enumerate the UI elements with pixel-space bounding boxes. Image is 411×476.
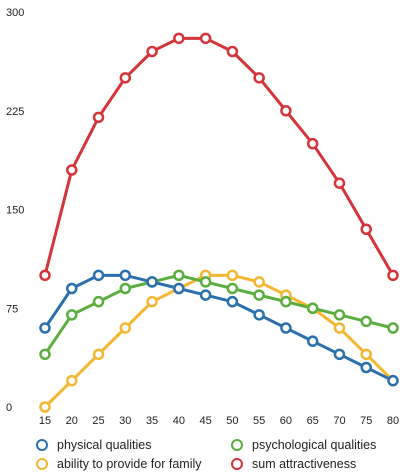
legend: physical qualities psychological qualiti… xyxy=(36,436,406,472)
data-point-psychological-qualities xyxy=(173,269,185,282)
legend-label-psychological-qualities: psychological qualities xyxy=(252,437,377,452)
legend-label-sum-attractiveness: sum attractiveness xyxy=(252,456,357,471)
legend-item-ability-to-provide: ability to provide for family xyxy=(36,455,231,472)
legend-swatch-sum-attractiveness xyxy=(231,457,243,470)
data-point-physical-qualities xyxy=(173,282,185,295)
legend-swatch-ability-to-provide xyxy=(36,457,48,470)
data-point-psychological-qualities xyxy=(253,289,265,301)
data-point-physical-qualities xyxy=(306,335,319,347)
data-point-ability-to-provide-for-family xyxy=(226,269,239,282)
x-tick-label: 40 xyxy=(173,415,185,427)
x-tick-label: 70 xyxy=(333,415,345,427)
x-tick-label: 20 xyxy=(66,415,78,427)
x-tick-label: 75 xyxy=(360,415,372,427)
series-line-sum-attractiveness xyxy=(43,36,395,277)
legend-item-physical-qualities: physical qualities xyxy=(36,436,231,453)
legend-label-ability-to-provide: ability to provide for family xyxy=(57,456,202,471)
data-point-physical-qualities xyxy=(253,309,265,321)
legend-swatch-psychological-qualities xyxy=(231,438,243,451)
data-point-sum-attractiveness xyxy=(92,111,105,124)
data-point-sum-attractiveness xyxy=(173,32,185,45)
data-point-physical-qualities xyxy=(333,348,346,361)
data-point-physical-qualities xyxy=(387,374,399,387)
y-tick-label: 225 xyxy=(6,106,24,118)
data-point-physical-qualities xyxy=(146,276,158,288)
y-tick-label: 300 xyxy=(6,7,24,19)
data-point-psychological-qualities xyxy=(66,309,78,321)
x-tick-label: 60 xyxy=(280,415,292,427)
y-axis-ticks: 0 75 150 225 300 xyxy=(6,7,24,414)
legend-item-sum-attractiveness: sum attractiveness xyxy=(231,455,406,472)
legend-item-psychological-qualities: psychological qualities xyxy=(231,436,406,453)
data-point-psychological-qualities xyxy=(387,322,399,334)
data-point-physical-qualities xyxy=(280,322,292,334)
data-point-physical-qualities xyxy=(226,295,239,308)
data-point-ability-to-provide-for-family xyxy=(146,295,158,308)
data-point-sum-attractiveness xyxy=(306,137,319,150)
y-tick-label: 75 xyxy=(6,303,18,315)
x-tick-label: 50 xyxy=(226,415,238,427)
data-point-sum-attractiveness xyxy=(333,177,346,189)
x-tick-label: 65 xyxy=(307,415,319,427)
y-tick-label: 150 xyxy=(6,205,24,217)
data-point-sum-attractiveness xyxy=(66,164,78,176)
series-points xyxy=(39,32,399,413)
data-point-sum-attractiveness xyxy=(199,32,212,45)
legend-label-physical-qualities: physical qualities xyxy=(57,437,152,452)
data-point-ability-to-provide-for-family xyxy=(39,401,51,413)
data-point-physical-qualities xyxy=(39,322,51,334)
data-point-psychological-qualities xyxy=(280,295,292,308)
data-point-psychological-qualities xyxy=(92,295,105,308)
data-point-ability-to-provide-for-family xyxy=(360,348,372,361)
x-tick-label: 25 xyxy=(92,415,104,427)
data-point-ability-to-provide-for-family xyxy=(66,374,78,387)
data-point-physical-qualities xyxy=(199,289,212,301)
data-point-psychological-qualities xyxy=(119,282,132,295)
data-point-psychological-qualities xyxy=(360,315,372,328)
data-point-physical-qualities xyxy=(360,361,372,374)
data-point-sum-attractiveness xyxy=(146,45,158,58)
x-tick-label: 15 xyxy=(39,415,51,427)
data-point-sum-attractiveness xyxy=(39,269,51,282)
series-line-ability-to-provide-for-family xyxy=(43,273,395,409)
data-point-sum-attractiveness xyxy=(119,72,132,84)
data-point-sum-attractiveness xyxy=(280,105,292,117)
data-point-psychological-qualities xyxy=(39,348,51,361)
data-point-sum-attractiveness xyxy=(253,72,265,84)
x-tick-label: 80 xyxy=(387,415,399,427)
data-point-sum-attractiveness xyxy=(360,223,372,235)
data-point-sum-attractiveness xyxy=(226,45,239,58)
legend-swatch-physical-qualities xyxy=(36,438,48,451)
data-point-ability-to-provide-for-family xyxy=(119,322,132,334)
data-point-physical-qualities xyxy=(92,269,105,282)
x-tick-label: 35 xyxy=(146,415,158,427)
y-tick-label: 0 xyxy=(6,402,12,414)
x-axis-ticks: 15 20 25 30 35 40 45 50 55 60 65 70 75 80 xyxy=(39,415,399,427)
data-point-physical-qualities xyxy=(119,269,132,282)
data-point-ability-to-provide-for-family xyxy=(253,276,265,288)
data-point-psychological-qualities xyxy=(306,302,319,314)
data-point-ability-to-provide-for-family xyxy=(92,348,105,361)
data-point-psychological-qualities xyxy=(333,309,346,321)
x-tick-label: 45 xyxy=(199,415,211,427)
data-point-psychological-qualities xyxy=(199,276,212,288)
data-point-psychological-qualities xyxy=(226,282,239,295)
x-tick-label: 55 xyxy=(253,415,265,427)
line-chart: 0 75 150 225 300 15 20 25 30 35 40 45 50 55 60 65 70 75 8… xyxy=(6,7,399,427)
data-point-sum-attractiveness xyxy=(387,269,399,282)
data-point-ability-to-provide-for-family xyxy=(333,322,346,334)
data-point-physical-qualities xyxy=(66,282,78,295)
x-tick-label: 30 xyxy=(119,415,131,427)
